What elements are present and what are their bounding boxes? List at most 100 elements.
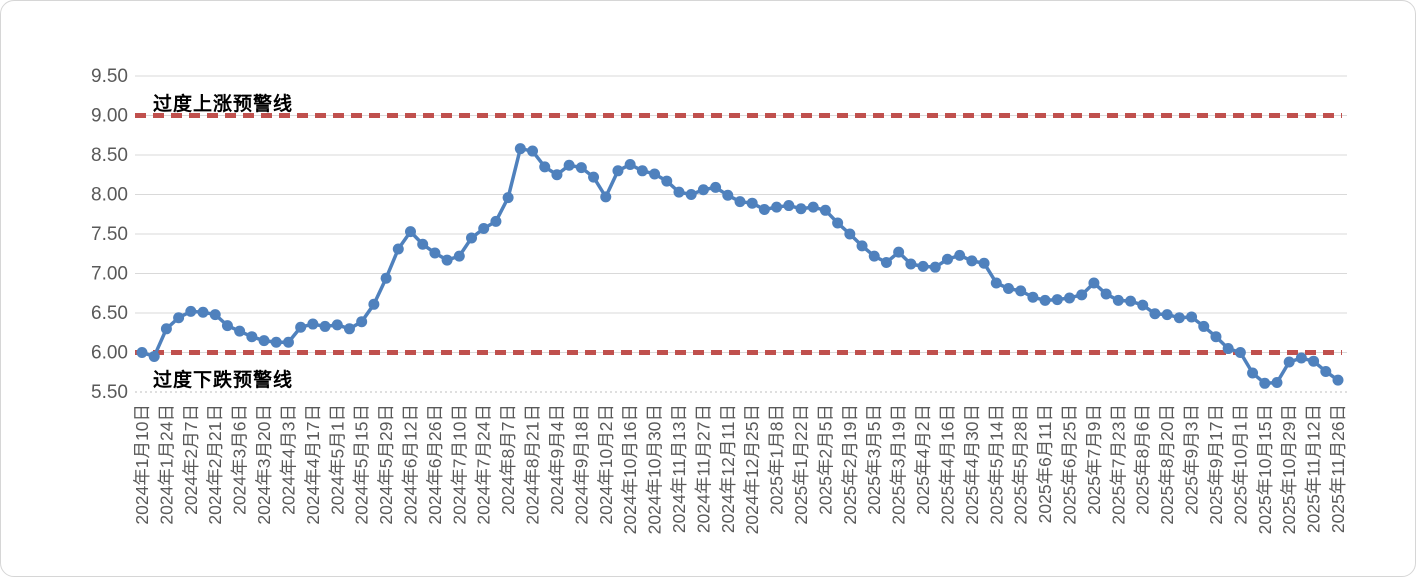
data-point (1088, 277, 1100, 289)
x-tick-label: 2025年2月5日 (815, 404, 835, 515)
data-point (600, 191, 612, 203)
data-point (661, 175, 673, 187)
x-tick-label: 2024年9月18日 (571, 404, 591, 525)
data-point (1259, 377, 1271, 389)
data-point (331, 319, 343, 331)
x-tick-label: 2024年6月26日 (425, 404, 445, 525)
data-point (282, 336, 294, 348)
data-point (1332, 374, 1344, 386)
data-point (905, 258, 917, 270)
data-point (685, 189, 697, 200)
data-point (1051, 294, 1063, 306)
x-tick-label: 2024年12月11日 (718, 404, 738, 533)
data-point (588, 171, 600, 183)
x-tick-label: 2025年1月22日 (791, 404, 811, 525)
x-tick-label: 2024年4月17日 (303, 404, 323, 525)
x-tick-label: 2024年2月7日 (181, 404, 201, 515)
x-tick-label: 2025年5月28日 (1011, 404, 1031, 525)
data-point (221, 320, 233, 332)
x-tick-label: 2024年1月10日 (132, 404, 152, 525)
data-point (1027, 291, 1039, 303)
y-tick-label: 6.50 (91, 303, 128, 324)
data-point (636, 165, 648, 177)
data-point (1308, 355, 1320, 367)
data-point (1002, 283, 1014, 295)
x-tick-label: 2024年2月21日 (205, 404, 225, 525)
data-point (1222, 343, 1234, 355)
data-point (160, 323, 172, 335)
data-point (807, 201, 819, 213)
x-tick-label: 2025年3月5日 (864, 404, 884, 515)
y-tick-label: 9.50 (91, 66, 128, 87)
x-tick-label: 2025年7月9日 (1084, 404, 1104, 515)
data-point (343, 323, 355, 335)
x-tick-label: 2025年5月14日 (986, 404, 1006, 525)
data-point (746, 197, 758, 209)
data-point (478, 222, 490, 234)
data-point (868, 250, 880, 262)
data-point (1198, 320, 1210, 332)
data-point (880, 256, 892, 268)
data-point (1039, 294, 1051, 306)
x-tick-label: 2025年4月16日 (937, 404, 957, 525)
data-point (185, 305, 197, 317)
x-tick-label: 2025年7月23日 (1108, 404, 1128, 525)
data-point (148, 350, 160, 362)
y-tick-label: 6.00 (91, 343, 128, 364)
data-point (722, 189, 734, 201)
data-point (771, 201, 783, 213)
x-tick-label: 2025年3月19日 (889, 404, 909, 525)
data-point (1161, 309, 1173, 321)
y-tick-label: 9.00 (91, 106, 128, 127)
x-tick-label: 2025年9月3日 (1182, 404, 1202, 515)
data-point (673, 186, 685, 198)
data-point (1137, 299, 1149, 311)
data-point (234, 325, 246, 337)
data-point (453, 250, 465, 262)
data-point (514, 143, 526, 155)
data-point (612, 165, 624, 177)
x-tick-label: 2025年1月8日 (767, 404, 787, 515)
x-tick-label: 2024年7月24日 (474, 404, 494, 525)
x-tick-label: 2024年8月7日 (498, 404, 518, 515)
data-point (368, 298, 380, 310)
data-point (575, 162, 587, 174)
data-point (1320, 365, 1332, 377)
data-point (466, 232, 478, 244)
data-point (929, 261, 941, 273)
data-point (136, 347, 148, 358)
x-tick-label: 2025年8月6日 (1133, 404, 1153, 515)
data-point (1112, 294, 1124, 306)
data-point (734, 196, 746, 208)
data-point (1210, 331, 1222, 343)
data-point (649, 168, 661, 180)
x-tick-label: 2024年5月1日 (327, 404, 347, 515)
x-tick-label: 2025年10月15日 (1255, 404, 1275, 534)
data-point (1149, 308, 1161, 320)
data-point (941, 253, 953, 265)
data-point (954, 249, 966, 261)
x-tick-label: 2025年8月20日 (1157, 404, 1177, 525)
data-point (246, 331, 258, 343)
data-point (270, 336, 282, 348)
x-tick-label: 2024年11月13日 (669, 404, 689, 533)
x-tick-label: 2024年10月16日 (620, 404, 640, 534)
x-tick-label: 2024年3月20日 (254, 404, 274, 525)
data-point (819, 204, 831, 216)
data-point (832, 217, 844, 229)
data-point (710, 181, 722, 193)
x-tick-label: 2025年10月1日 (1230, 404, 1250, 525)
data-point (429, 247, 441, 259)
series-line (141, 146, 1340, 386)
data-point (258, 335, 270, 347)
x-tick-label: 2024年6月12日 (400, 404, 420, 525)
upper-warning-line-label: 过度上涨预警线 (153, 94, 294, 115)
y-tick-label: 8.50 (91, 145, 128, 166)
data-point (502, 192, 514, 204)
y-tick-label: 7.00 (91, 264, 128, 285)
data-point (539, 161, 551, 173)
x-tick-label: 2024年4月3日 (278, 404, 298, 515)
y-tick-label: 5.50 (91, 382, 128, 403)
x-tick-label: 2024年9月4日 (547, 404, 567, 515)
